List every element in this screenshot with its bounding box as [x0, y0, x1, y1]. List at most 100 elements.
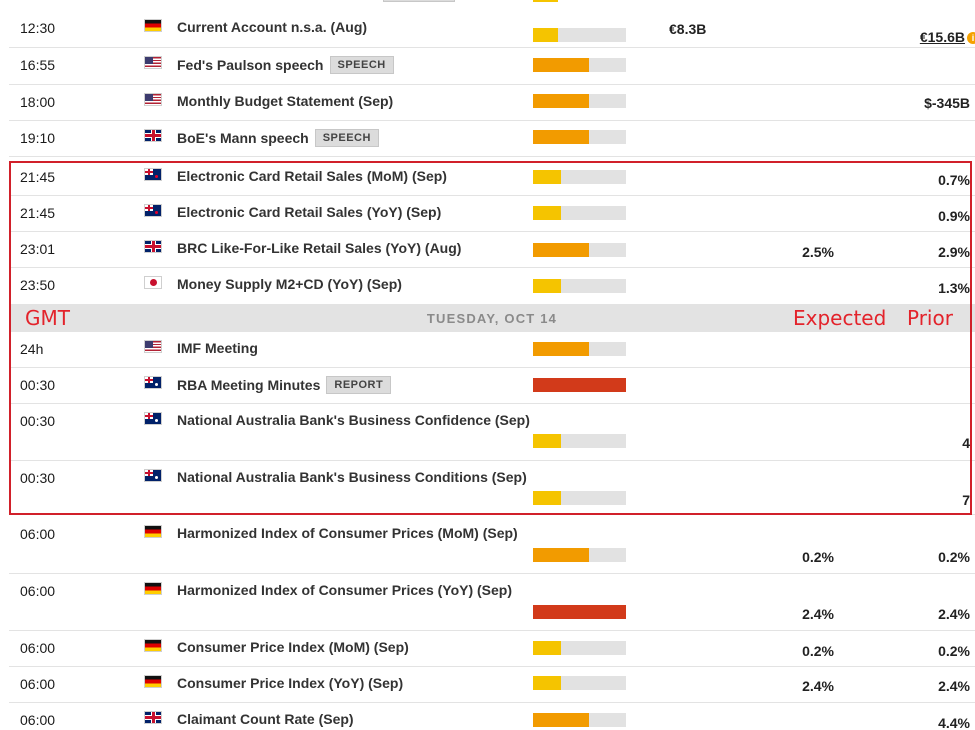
expected-value: 0.2% [802, 549, 834, 565]
event-title[interactable]: Consumer Price Index (YoY) (Sep) [177, 675, 403, 691]
event-row[interactable]: 18:00 Monthly Budget Statement (Sep) $-345… [9, 85, 975, 121]
event-row[interactable]: 06:00 Claimant Count Rate (Sep) 4.4% [9, 703, 975, 730]
prior-value-text: 2.4% [938, 606, 970, 622]
impact-bar [533, 641, 626, 655]
event-name[interactable]: Monthly Budget Statement (Sep) [177, 93, 394, 109]
day-separator: TUESDAY, OCT 14 [9, 305, 975, 332]
event-time: 21:45 [20, 205, 56, 221]
prior-value: 2.4% [938, 606, 970, 622]
impact-bar [533, 605, 626, 619]
flag-us-icon [144, 93, 162, 106]
event-time: 06:00 [20, 712, 56, 728]
impact-bar-fill [533, 94, 589, 108]
event-title[interactable]: BoE's Mann speech SPEECH [177, 129, 379, 147]
prior-value: 2.4% [938, 678, 970, 694]
flag-nz-icon [144, 168, 162, 181]
event-row[interactable]: 24h IMF Meeting [9, 332, 975, 368]
event-row[interactable]: 16:55 Fed's Paulson speech SPEECH [9, 48, 975, 85]
event-name[interactable]: RBA Meeting Minutes [177, 377, 321, 393]
event-title[interactable]: National Australia Bank's Business Condi… [177, 469, 527, 485]
event-time: 21:45 [20, 169, 56, 185]
event-name[interactable]: Harmonized Index of Consumer Prices (MoM… [177, 525, 518, 541]
event-title[interactable]: IMF Meeting [177, 340, 258, 356]
event-time: 06:00 [20, 583, 56, 599]
flag-jp-icon [144, 276, 162, 289]
impact-bar-fill [533, 279, 561, 293]
event-type-tag: SPEECH [329, 56, 394, 74]
day-separator-label: TUESDAY, OCT 14 [426, 311, 558, 326]
event-name[interactable]: BoE's Mann speech [177, 130, 309, 146]
event-row[interactable]: 00:30 RBA Meeting Minutes REPORT [9, 368, 975, 404]
event-row[interactable]: 19:10 BoE's Mann speech SPEECH [9, 121, 975, 157]
impact-bar-fill [533, 713, 589, 727]
event-row[interactable]: 06:00 Harmonized Index of Consumer Prices… [9, 574, 975, 631]
impact-bar-partial [533, 0, 558, 2]
event-name[interactable]: Consumer Price Index (MoM) (Sep) [177, 639, 409, 655]
impact-bar-fill [533, 378, 626, 392]
event-row[interactable]: 06:00 Harmonized Index of Consumer Prices… [9, 517, 975, 574]
impact-bar-fill [533, 170, 561, 184]
event-row[interactable]: 06:00 Consumer Price Index (MoM) (Sep) 0.2… [9, 631, 975, 667]
event-time: 12:30 [20, 20, 56, 36]
flag-au-icon [144, 376, 162, 389]
event-name[interactable]: BRC Like-For-Like Retail Sales (YoY) (Au… [177, 240, 462, 256]
event-time: 18:00 [20, 94, 56, 110]
prior-value: 4 [962, 435, 970, 451]
annotation-prior: Prior [907, 306, 953, 330]
event-name[interactable]: Electronic Card Retail Sales (YoY) (Sep) [177, 204, 442, 220]
event-row[interactable]: 00:30 National Australia Bank's Business … [9, 461, 975, 515]
actual-value: €8.3B [669, 21, 707, 37]
event-title[interactable]: National Australia Bank's Business Confi… [177, 412, 530, 428]
event-row[interactable]: 21:45 Electronic Card Retail Sales (YoY) … [9, 196, 975, 232]
event-row[interactable]: 00:30 National Australia Bank's Business … [9, 404, 975, 461]
event-time: 06:00 [20, 676, 56, 692]
event-title[interactable]: Harmonized Index of Consumer Prices (MoM… [177, 525, 518, 541]
event-name[interactable]: Money Supply M2+CD (YoY) (Sep) [177, 276, 402, 292]
revised-info-icon[interactable]: i [967, 32, 975, 44]
impact-bar [533, 243, 626, 257]
event-title[interactable]: Electronic Card Retail Sales (YoY) (Sep) [177, 204, 441, 220]
event-title[interactable]: Consumer Price Index (MoM) (Sep) [177, 639, 409, 655]
impact-bar-fill [533, 605, 626, 619]
event-title[interactable]: BRC Like-For-Like Retail Sales (YoY) (Au… [177, 240, 461, 256]
impact-bar-fill [533, 28, 559, 42]
event-title[interactable]: Claimant Count Rate (Sep) [177, 711, 354, 727]
event-title[interactable]: Current Account n.s.a. (Aug) [177, 19, 367, 35]
flag-de-icon [144, 582, 162, 595]
event-title[interactable]: Monthly Budget Statement (Sep) [177, 93, 393, 109]
prior-value-text: 1.3% [938, 280, 970, 296]
event-name[interactable]: Fed's Paulson speech [177, 57, 324, 73]
event-type-tag: SPEECH [314, 129, 379, 147]
event-row[interactable]: 23:01 BRC Like-For-Like Retail Sales (YoY… [9, 232, 975, 268]
event-name[interactable]: Current Account n.s.a. (Aug) [177, 19, 368, 35]
event-name[interactable]: Consumer Price Index (YoY) (Sep) [177, 675, 404, 691]
flag-de-icon [144, 19, 162, 32]
expected-value: 0.2% [802, 643, 834, 659]
prior-value-text: 2.4% [938, 678, 970, 694]
impact-bar-fill [533, 548, 589, 562]
prior-value: €15.6B i [920, 29, 975, 45]
event-title[interactable]: Fed's Paulson speech SPEECH [177, 56, 394, 74]
event-name[interactable]: Electronic Card Retail Sales (MoM) (Sep) [177, 168, 447, 184]
prior-value-text: 0.2% [938, 549, 970, 565]
event-row[interactable]: 21:45 Electronic Card Retail Sales (MoM) … [9, 160, 975, 196]
event-title[interactable]: Electronic Card Retail Sales (MoM) (Sep) [177, 168, 447, 184]
prior-value-text: €15.6B [919, 29, 965, 45]
event-row[interactable]: 23:50 Money Supply M2+CD (YoY) (Sep) 1.3% [9, 268, 975, 305]
impact-bar-fill [533, 243, 589, 257]
event-time: 00:30 [20, 413, 56, 429]
event-name[interactable]: Harmonized Index of Consumer Prices (YoY… [177, 582, 513, 598]
event-row[interactable]: 06:00 Consumer Price Index (YoY) (Sep) 2.4… [9, 667, 975, 703]
event-name[interactable]: National Australia Bank's Business Confi… [177, 412, 530, 428]
flag-au-icon [144, 412, 162, 425]
impact-bar-fill [533, 676, 561, 690]
event-row[interactable]: 12:30 Current Account n.s.a. (Aug) €8.3B €1… [9, 11, 975, 48]
event-title[interactable]: RBA Meeting Minutes REPORT [177, 376, 392, 394]
event-title[interactable]: Harmonized Index of Consumer Prices (YoY… [177, 582, 512, 598]
event-name[interactable]: Claimant Count Rate (Sep) [177, 711, 354, 727]
impact-bar [533, 491, 626, 505]
event-name[interactable]: IMF Meeting [177, 340, 258, 356]
event-name[interactable]: National Australia Bank's Business Condi… [177, 469, 527, 485]
event-title[interactable]: Money Supply M2+CD (YoY) (Sep) [177, 276, 402, 292]
prior-value: 1.3% [938, 280, 970, 296]
